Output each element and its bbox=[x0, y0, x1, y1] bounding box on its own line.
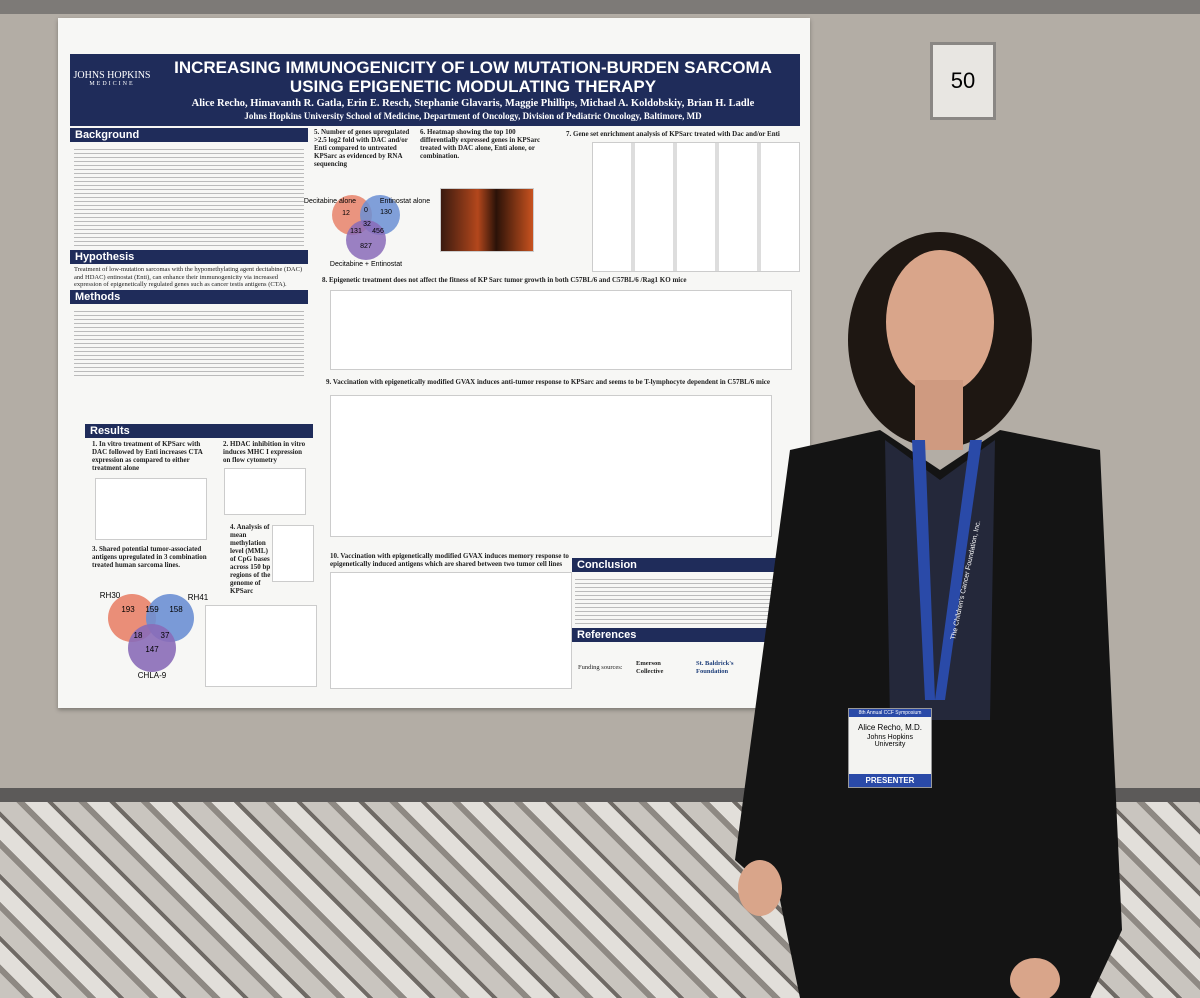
sponsor: St. Baldrick's Foundation bbox=[696, 660, 734, 675]
venn-count: 32 bbox=[363, 221, 371, 228]
gene-list bbox=[205, 605, 317, 687]
badge-event: 8th Annual CCF Symposium bbox=[849, 709, 931, 717]
venn-count: 18 bbox=[134, 631, 143, 640]
section-heading: Methods bbox=[70, 290, 308, 304]
venn-count: 827 bbox=[360, 243, 372, 250]
vaccination-curves bbox=[330, 395, 772, 537]
badge-name: Alice Recho, M.D. bbox=[857, 723, 923, 732]
venn-count: 12 bbox=[342, 210, 350, 217]
venn-label: RH41 bbox=[188, 593, 209, 602]
section-heading: Results bbox=[85, 424, 313, 438]
panel-caption: 6. Heatmap showing the top 100 different… bbox=[420, 128, 541, 160]
heatmap-image bbox=[440, 188, 534, 252]
venn-label: Decitabine + Entinostat bbox=[330, 261, 402, 268]
logo: JOHNS HOPKINS MEDICINE bbox=[72, 70, 152, 87]
hand bbox=[738, 860, 782, 916]
venn-circle bbox=[346, 220, 386, 260]
venn-count: 456 bbox=[372, 228, 384, 235]
section-heading: Hypothesis bbox=[70, 250, 308, 264]
poster-title: INCREASING IMMUNOGENICITY OF LOW MUTATIO… bbox=[174, 58, 772, 96]
neck bbox=[915, 380, 963, 450]
panel-caption: 5. Number of genes upregulated >2.5 log2… bbox=[314, 128, 410, 168]
authors: Alice Recho, Himavanth R. Gatla, Erin E.… bbox=[191, 98, 755, 109]
memory-curves bbox=[330, 572, 572, 689]
funding-label: Funding sources: bbox=[578, 664, 623, 671]
venn-count: 158 bbox=[169, 605, 183, 614]
panel-caption: 1. In vitro treatment of KPSarc with DAC… bbox=[92, 440, 203, 472]
growth-curves bbox=[330, 290, 792, 370]
venn-count: 130 bbox=[380, 209, 392, 216]
venn-label: Entinostat alone bbox=[380, 198, 430, 205]
panel-caption: 4. Analysis of mean methylation level (M… bbox=[230, 523, 271, 595]
venn-count: 147 bbox=[145, 645, 159, 654]
wall-trim bbox=[0, 0, 1200, 14]
venn-label: Decitabine alone bbox=[304, 198, 356, 205]
venn-circle bbox=[128, 624, 176, 672]
panel-caption: 8. Epigenetic treatment does not affect … bbox=[322, 276, 687, 284]
section-heading: Conclusion bbox=[572, 558, 808, 572]
venn-label: CHLA-9 bbox=[138, 671, 167, 680]
venn-count: 37 bbox=[161, 631, 170, 640]
title-bar: JOHNS HOPKINS MEDICINE INCREASING IMMUNOG… bbox=[70, 54, 800, 126]
badge-affiliation: Johns Hopkins University bbox=[867, 734, 913, 748]
badge-role: PRESENTER bbox=[849, 774, 931, 787]
hypothesis-text: Treatment of low-mutation sarcomas with … bbox=[74, 266, 303, 288]
panel-caption: 7. Gene set enrichment analysis of KPSar… bbox=[566, 130, 780, 138]
lanyard bbox=[912, 440, 982, 700]
venn-label: RH30 bbox=[100, 591, 121, 600]
text-block bbox=[74, 308, 304, 378]
gsea-image bbox=[592, 142, 800, 272]
box-plot-image bbox=[272, 525, 314, 582]
panel-caption: 2. HDAC inhibition in vitro induces MHC … bbox=[223, 440, 306, 464]
section-heading: Background bbox=[70, 128, 308, 142]
venn-count: 131 bbox=[350, 228, 362, 235]
face bbox=[886, 250, 994, 394]
panel-caption: 9. Vaccination with epigenetically modif… bbox=[326, 378, 770, 386]
logo-name: JOHNS HOPKINS bbox=[73, 70, 151, 81]
panel-caption: 3. Shared potential tumor-associated ant… bbox=[92, 545, 207, 569]
sponsor: Emerson Collective bbox=[636, 660, 664, 675]
section-heading: References bbox=[572, 628, 808, 642]
affiliation: Johns Hopkins University School of Medic… bbox=[244, 111, 702, 121]
text-block bbox=[575, 576, 800, 624]
board-number: 50 bbox=[930, 42, 996, 120]
flow-image bbox=[224, 468, 306, 515]
bar-chart-image bbox=[95, 478, 207, 540]
person: The Children's Cancer Foundation, Inc. bbox=[735, 232, 1122, 998]
logo-sub: MEDICINE bbox=[89, 81, 135, 87]
venn-count: 193 bbox=[121, 605, 135, 614]
panel-caption: 10. Vaccination with epigenetically modi… bbox=[330, 552, 569, 568]
venn-count: 159 bbox=[145, 605, 159, 614]
name-badge: 8th Annual CCF Symposium Alice Recho, M.… bbox=[848, 708, 932, 788]
text-block bbox=[74, 146, 304, 246]
venn-count: 0 bbox=[364, 207, 368, 214]
hand bbox=[1010, 958, 1060, 998]
